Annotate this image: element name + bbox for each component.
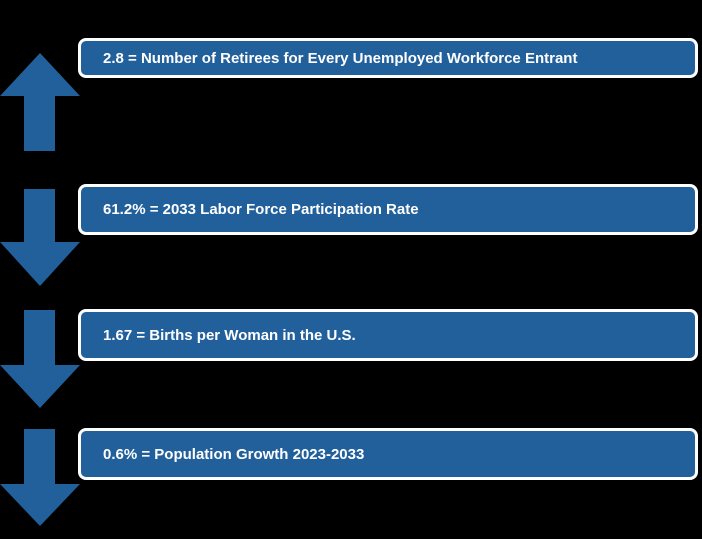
stat-box-births: 1.67 = Births per Woman in the U.S. <box>78 309 698 361</box>
stat-text: 2.8 = Number of Retirees for Every Unemp… <box>103 49 578 67</box>
stat-box-population: 0.6% = Population Growth 2023-2033 <box>78 428 698 480</box>
arrow-down-icon <box>0 429 80 529</box>
stat-text: 61.2% = 2033 Labor Force Participation R… <box>103 201 419 218</box>
stat-text: 0.6% = Population Growth 2023-2033 <box>103 445 365 463</box>
arrow-down-icon <box>0 310 80 410</box>
arrow-down-icon <box>0 189 80 289</box>
stat-text: 1.67 = Births per Woman in the U.S. <box>103 326 356 344</box>
arrow-up-icon <box>0 53 80 153</box>
stat-box-labor-force: 61.2% = 2033 Labor Force Participation R… <box>78 184 698 235</box>
stat-box-retirees: 2.8 = Number of Retirees for Every Unemp… <box>78 38 698 78</box>
